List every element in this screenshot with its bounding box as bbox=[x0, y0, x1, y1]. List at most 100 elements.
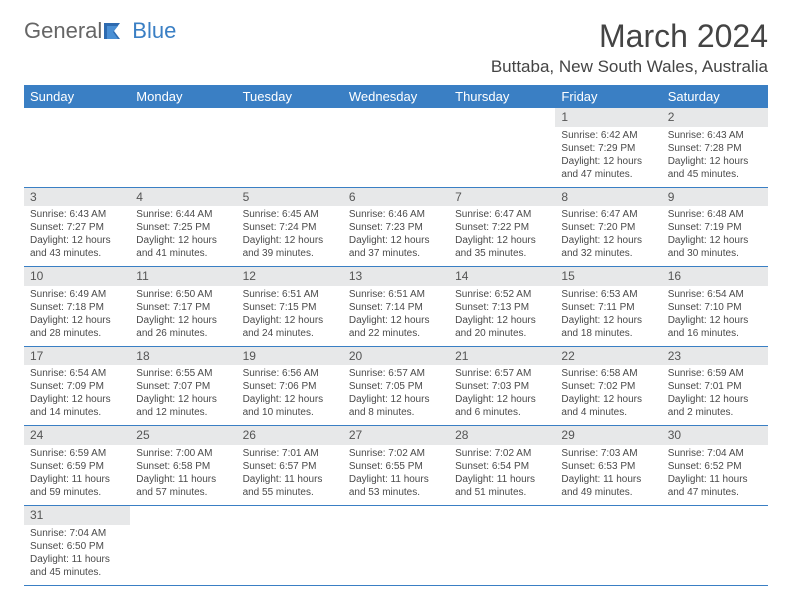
day-info-line: Sunrise: 6:57 AM bbox=[349, 367, 443, 380]
day-info-cell: Sunrise: 6:50 AMSunset: 7:17 PMDaylight:… bbox=[130, 286, 236, 347]
day-number-row: 24252627282930 bbox=[24, 426, 768, 445]
day-info-row: Sunrise: 6:43 AMSunset: 7:27 PMDaylight:… bbox=[24, 206, 768, 267]
day-info-cell: Sunrise: 7:02 AMSunset: 6:55 PMDaylight:… bbox=[343, 445, 449, 506]
day-info-cell bbox=[449, 525, 555, 586]
day-info-cell: Sunrise: 7:04 AMSunset: 6:50 PMDaylight:… bbox=[24, 525, 130, 586]
day-info-line: Daylight: 12 hours bbox=[455, 393, 549, 406]
logo-text-2: Blue bbox=[132, 18, 176, 44]
day-info-line: Sunrise: 6:43 AM bbox=[668, 129, 762, 142]
day-info-line: and 18 minutes. bbox=[561, 327, 655, 340]
day-info-line: Sunrise: 6:51 AM bbox=[243, 288, 337, 301]
day-number-row: 10111213141516 bbox=[24, 267, 768, 286]
day-info-line: and 14 minutes. bbox=[30, 406, 124, 419]
day-info-line: Sunset: 7:18 PM bbox=[30, 301, 124, 314]
day-info-cell bbox=[24, 127, 130, 188]
logo-flag-icon bbox=[104, 21, 130, 41]
day-info-line: Sunset: 7:29 PM bbox=[561, 142, 655, 155]
day-info-row: Sunrise: 6:54 AMSunset: 7:09 PMDaylight:… bbox=[24, 365, 768, 426]
day-info-cell bbox=[449, 127, 555, 188]
day-number-cell bbox=[24, 108, 130, 127]
day-info-cell: Sunrise: 6:54 AMSunset: 7:10 PMDaylight:… bbox=[662, 286, 768, 347]
day-info-cell: Sunrise: 6:57 AMSunset: 7:03 PMDaylight:… bbox=[449, 365, 555, 426]
day-number-cell: 12 bbox=[237, 267, 343, 286]
day-number-row: 17181920212223 bbox=[24, 346, 768, 365]
day-info-line: and 30 minutes. bbox=[668, 247, 762, 260]
day-info-line: and 45 minutes. bbox=[668, 168, 762, 181]
day-info-line: Daylight: 11 hours bbox=[349, 473, 443, 486]
day-info-cell: Sunrise: 6:49 AMSunset: 7:18 PMDaylight:… bbox=[24, 286, 130, 347]
day-info-row: Sunrise: 6:42 AMSunset: 7:29 PMDaylight:… bbox=[24, 127, 768, 188]
day-info-line: Daylight: 12 hours bbox=[668, 314, 762, 327]
day-number-cell bbox=[449, 505, 555, 524]
day-info-line: Sunset: 7:05 PM bbox=[349, 380, 443, 393]
day-number-row: 3456789 bbox=[24, 187, 768, 206]
location: Buttaba, New South Wales, Australia bbox=[491, 57, 768, 77]
day-info-line: Sunrise: 6:51 AM bbox=[349, 288, 443, 301]
day-info-line: Sunset: 7:01 PM bbox=[668, 380, 762, 393]
day-info-line: Sunset: 7:19 PM bbox=[668, 221, 762, 234]
day-info-line: Sunrise: 6:58 AM bbox=[561, 367, 655, 380]
day-info-line: Sunset: 6:55 PM bbox=[349, 460, 443, 473]
day-info-cell: Sunrise: 7:02 AMSunset: 6:54 PMDaylight:… bbox=[449, 445, 555, 506]
day-number-cell bbox=[130, 505, 236, 524]
day-number-cell: 26 bbox=[237, 426, 343, 445]
day-info-cell: Sunrise: 7:01 AMSunset: 6:57 PMDaylight:… bbox=[237, 445, 343, 506]
day-info-line: Daylight: 12 hours bbox=[30, 234, 124, 247]
day-info-line: Daylight: 12 hours bbox=[668, 393, 762, 406]
day-number-cell: 14 bbox=[449, 267, 555, 286]
day-info-line: Daylight: 12 hours bbox=[561, 234, 655, 247]
day-number-row: 31 bbox=[24, 505, 768, 524]
day-number-cell: 8 bbox=[555, 187, 661, 206]
day-info-cell: Sunrise: 6:51 AMSunset: 7:14 PMDaylight:… bbox=[343, 286, 449, 347]
day-info-cell: Sunrise: 6:47 AMSunset: 7:20 PMDaylight:… bbox=[555, 206, 661, 267]
day-info-cell: Sunrise: 6:54 AMSunset: 7:09 PMDaylight:… bbox=[24, 365, 130, 426]
day-number-cell: 1 bbox=[555, 108, 661, 127]
day-info-line: and 22 minutes. bbox=[349, 327, 443, 340]
day-info-cell: Sunrise: 6:52 AMSunset: 7:13 PMDaylight:… bbox=[449, 286, 555, 347]
day-number-cell: 18 bbox=[130, 346, 236, 365]
day-info-cell: Sunrise: 7:00 AMSunset: 6:58 PMDaylight:… bbox=[130, 445, 236, 506]
day-info-line: Daylight: 12 hours bbox=[455, 234, 549, 247]
day-info-line: Daylight: 12 hours bbox=[136, 314, 230, 327]
day-info-line: and 32 minutes. bbox=[561, 247, 655, 260]
day-info-line: Sunset: 6:58 PM bbox=[136, 460, 230, 473]
day-info-line: and 45 minutes. bbox=[30, 566, 124, 579]
day-number-cell bbox=[130, 108, 236, 127]
day-info-cell: Sunrise: 6:56 AMSunset: 7:06 PMDaylight:… bbox=[237, 365, 343, 426]
day-info-line: and 47 minutes. bbox=[668, 486, 762, 499]
day-number-cell: 13 bbox=[343, 267, 449, 286]
day-info-line: Sunset: 7:23 PM bbox=[349, 221, 443, 234]
day-info-cell: Sunrise: 6:58 AMSunset: 7:02 PMDaylight:… bbox=[555, 365, 661, 426]
day-info-line: Daylight: 12 hours bbox=[136, 234, 230, 247]
day-number-cell bbox=[555, 505, 661, 524]
day-info-row: Sunrise: 6:49 AMSunset: 7:18 PMDaylight:… bbox=[24, 286, 768, 347]
day-info-line: Sunrise: 7:04 AM bbox=[668, 447, 762, 460]
day-info-cell: Sunrise: 6:59 AMSunset: 6:59 PMDaylight:… bbox=[24, 445, 130, 506]
weekday-header-row: Sunday Monday Tuesday Wednesday Thursday… bbox=[24, 85, 768, 108]
day-number-cell: 6 bbox=[343, 187, 449, 206]
day-info-line: and 59 minutes. bbox=[30, 486, 124, 499]
weekday-header: Thursday bbox=[449, 85, 555, 108]
day-info-line: and 41 minutes. bbox=[136, 247, 230, 260]
day-info-line: and 6 minutes. bbox=[455, 406, 549, 419]
day-number-cell: 29 bbox=[555, 426, 661, 445]
day-info-line: Sunset: 7:24 PM bbox=[243, 221, 337, 234]
logo: General Blue bbox=[24, 18, 176, 44]
day-info-line: Sunset: 7:17 PM bbox=[136, 301, 230, 314]
day-number-cell: 16 bbox=[662, 267, 768, 286]
day-number-cell: 11 bbox=[130, 267, 236, 286]
day-info-line: Sunset: 7:06 PM bbox=[243, 380, 337, 393]
day-info-line: Daylight: 12 hours bbox=[243, 314, 337, 327]
day-info-line: Sunset: 7:11 PM bbox=[561, 301, 655, 314]
day-info-line: Sunset: 7:20 PM bbox=[561, 221, 655, 234]
day-number-cell bbox=[449, 108, 555, 127]
calendar-table: Sunday Monday Tuesday Wednesday Thursday… bbox=[24, 85, 768, 586]
day-info-line: Daylight: 11 hours bbox=[455, 473, 549, 486]
day-info-line: Sunrise: 6:47 AM bbox=[561, 208, 655, 221]
day-info-cell bbox=[343, 127, 449, 188]
day-info-cell: Sunrise: 6:44 AMSunset: 7:25 PMDaylight:… bbox=[130, 206, 236, 267]
day-info-line: Daylight: 11 hours bbox=[30, 553, 124, 566]
day-info-line: Sunset: 7:10 PM bbox=[668, 301, 762, 314]
day-info-line: Sunrise: 7:02 AM bbox=[455, 447, 549, 460]
day-info-line: and 16 minutes. bbox=[668, 327, 762, 340]
